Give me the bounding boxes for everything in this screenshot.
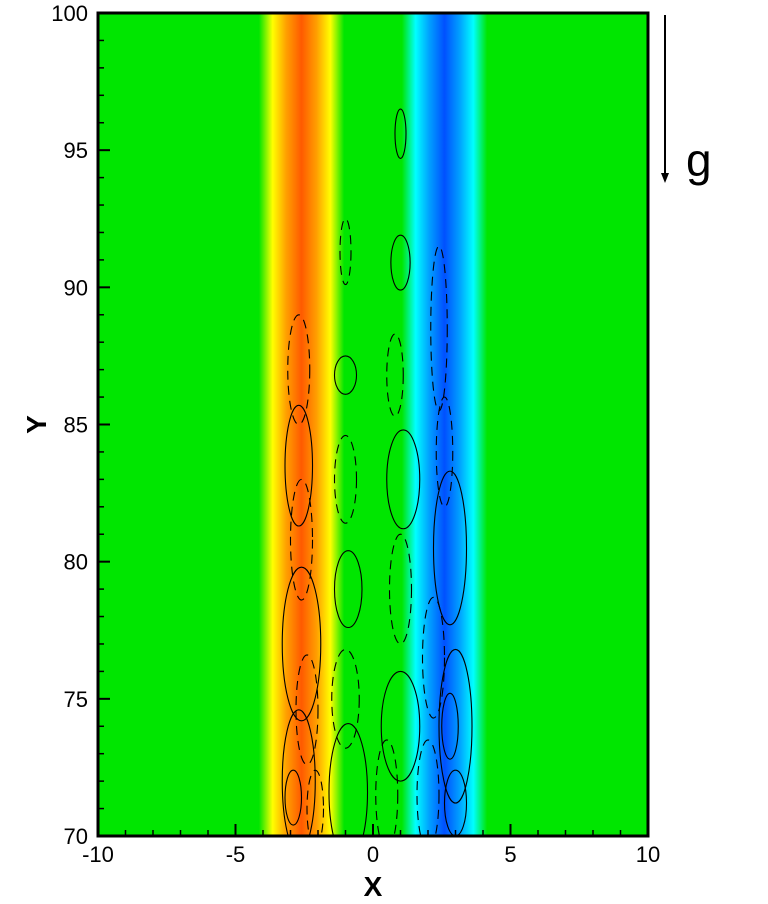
contour-solid-4 (386, 429, 421, 530)
contour-lines (281, 108, 473, 836)
contour-solid-3 (284, 404, 314, 527)
x-axis-title: X (364, 871, 383, 902)
axis-ticks: -10 -5 0 5 10 70 75 80 85 90 95 100 (51, 1, 660, 867)
y-tick-label: 75 (64, 687, 88, 712)
contour-solid-7 (281, 566, 322, 722)
contour-solid-9 (438, 648, 473, 804)
contour-solid-8 (380, 670, 421, 782)
contour-dashed-10 (421, 596, 446, 719)
contour-dashed-7 (388, 533, 413, 645)
y-tick-label: 85 (64, 413, 88, 438)
field-colormap (98, 13, 648, 836)
contour-solid-14 (443, 769, 468, 836)
contour-dashed-13 (306, 769, 325, 836)
contour-dashed-8 (331, 648, 360, 749)
y-tick-label: 80 (64, 550, 88, 575)
x-tick-label: 5 (504, 842, 516, 867)
y-tick-label: 100 (51, 1, 88, 26)
contour-dashed-6 (289, 478, 314, 601)
contour-dashed-4 (333, 434, 358, 524)
gravity-annotation: g (661, 15, 712, 186)
contour-solid-1 (390, 234, 411, 291)
x-tick-label: -10 (82, 842, 114, 867)
contour-dashed-0 (339, 218, 352, 286)
contour-solid-5 (432, 470, 468, 626)
y-tick-label: 90 (64, 275, 88, 300)
contour-dashed-5 (435, 396, 454, 508)
x-tick-label: 0 (367, 842, 379, 867)
contour-dashed-2 (287, 314, 311, 426)
contour-solid-13 (284, 769, 303, 826)
contour-solid-2 (333, 355, 358, 395)
contour-solid-10 (441, 692, 459, 760)
y-tick-label: 70 (64, 824, 88, 849)
contour-dashed-9 (295, 654, 319, 766)
contour-dashed-11 (375, 739, 399, 836)
x-tick-label: 10 (636, 842, 660, 867)
contour-solid-0 (394, 108, 407, 159)
contour-solid-6 (333, 550, 363, 629)
contour-solid-11 (328, 722, 369, 836)
y-tick-label: 95 (64, 138, 88, 163)
y-axis-title: Y (21, 415, 52, 434)
gravity-label: g (686, 134, 712, 186)
contour-solid-12 (281, 709, 316, 836)
contour-dashed-3 (386, 333, 404, 417)
gravity-arrow-head (661, 173, 669, 183)
contour-dashed-12 (416, 739, 440, 836)
x-tick-label: -5 (226, 842, 246, 867)
